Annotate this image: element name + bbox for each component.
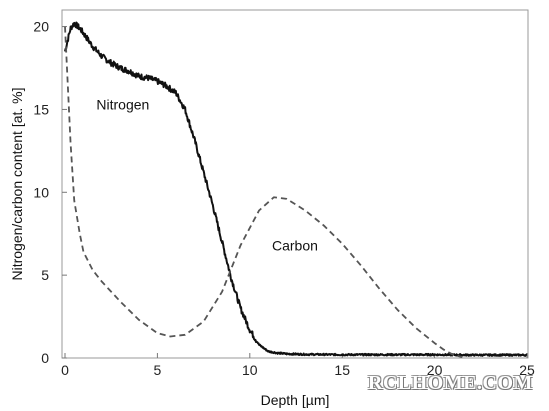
y-tick-label: 5 (41, 267, 49, 283)
series-group (64, 21, 528, 359)
y-tick-label: 10 (33, 184, 49, 200)
x-tick-label: 10 (242, 362, 258, 378)
annotation-nitrogen: Nitrogen (96, 96, 149, 112)
y-tick-label: 15 (33, 101, 49, 117)
annotation-carbon: Carbon (272, 237, 318, 253)
x-axis-title: Depth [µm] (261, 392, 330, 408)
x-tick-label: 15 (334, 362, 350, 378)
series-line-nitrogen (64, 21, 528, 357)
x-tick-label: 5 (154, 362, 162, 378)
y-tick-label: 20 (33, 19, 49, 35)
plot-frame (61, 9, 529, 359)
x-tick-label: 25 (519, 362, 535, 378)
y-tick-label: 0 (41, 350, 49, 366)
series-line-carbon (64, 26, 463, 359)
y-axis-title: Nitrogen/carbon content [at. %] (9, 88, 25, 281)
x-tick-label: 0 (61, 362, 69, 378)
watermark: RCLHOME.COM (368, 372, 533, 394)
axis-ticks: 0 5 10 15 20 25 0 5 10 15 20 (33, 19, 535, 378)
x-tick-label: 20 (427, 362, 443, 378)
